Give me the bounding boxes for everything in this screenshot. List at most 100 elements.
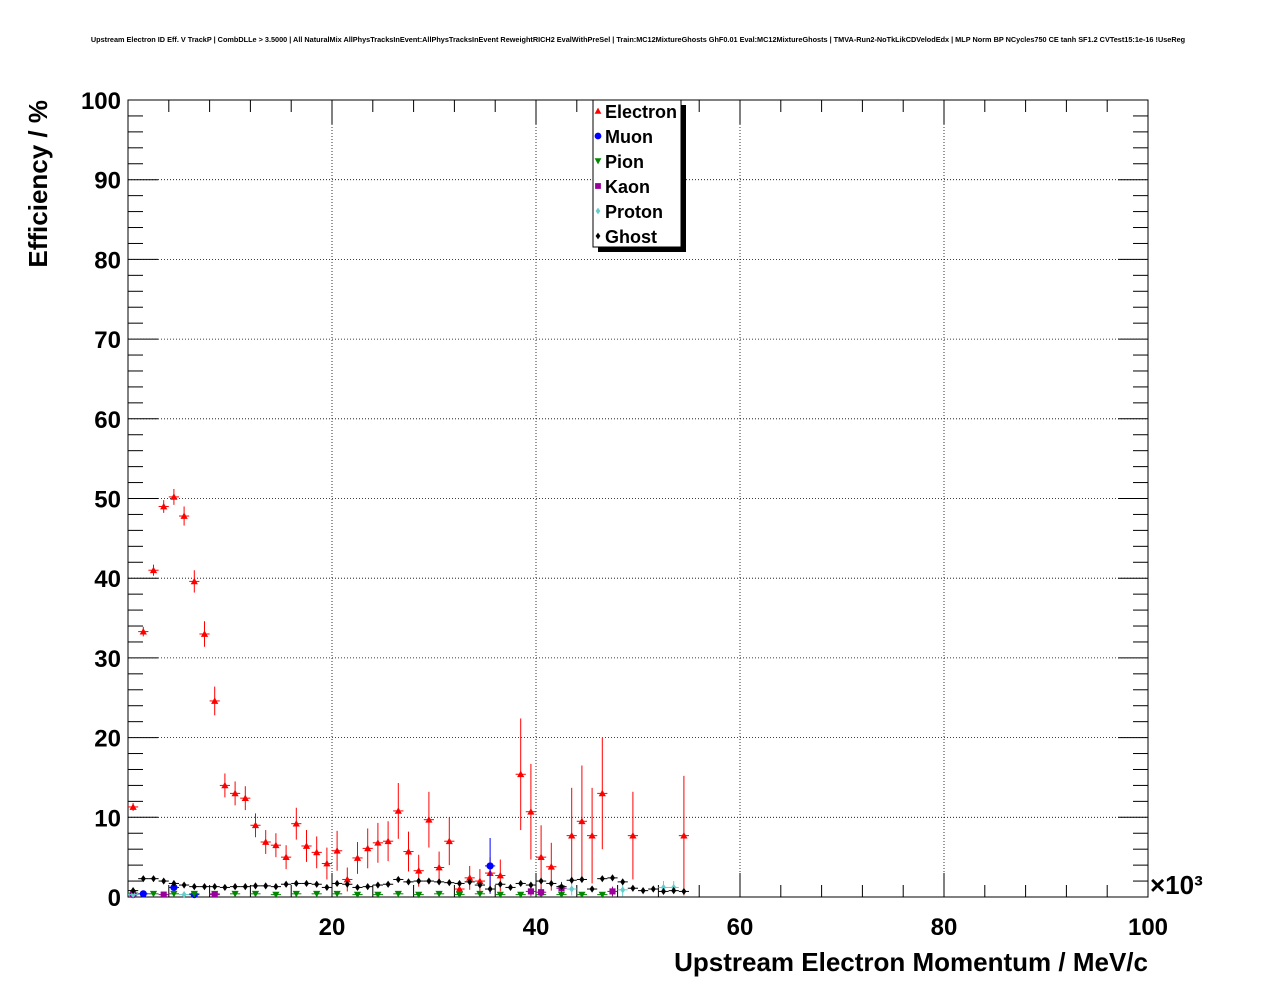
y-tick-label: 100 [81,88,121,115]
electron-point [343,875,351,883]
kaon-point [211,891,218,898]
electron-point [394,807,402,814]
ghost-point [558,883,565,891]
ghost-point [579,875,585,884]
ghost-point [334,879,340,888]
pion-point [251,890,260,898]
ghost-point [344,880,350,888]
ghost-point [324,883,330,892]
ghost-point [599,875,605,883]
electron-point [190,577,198,585]
ghost-point [620,878,626,886]
electron-point [139,627,147,635]
kaon-point [527,888,534,895]
pion-point [435,890,443,898]
ghost-point [222,883,228,892]
ghost-point [293,879,299,888]
electron-point [445,837,453,845]
electron-point [629,832,637,839]
legend-marker-electron [594,107,602,114]
muon-point [170,883,178,892]
ghost-point [650,885,656,893]
ghost-point [671,887,677,895]
electron-point [588,832,596,839]
tick-labels: 20 40 60 80 100 0 10 20 30 40 50 60 70 80 90 100 [81,88,1168,941]
ghost-point [171,879,177,888]
pion-point [272,891,280,899]
ghost-point [405,878,412,886]
electron-point [160,502,168,510]
electron-point [292,820,300,827]
electron-point [272,841,280,849]
legend-label-ghost: Ghost [605,227,657,247]
ghost-point [242,883,248,891]
electron-point [568,832,576,839]
ghost-point [303,879,310,888]
y-tick-label: 0 [108,885,121,912]
electron-point [364,844,372,852]
pion-point [415,891,423,899]
electron-point [527,808,535,815]
ghost-point [660,887,667,896]
electron-point [211,697,219,704]
muon-point [139,890,147,898]
proton-point [130,891,136,899]
ghost-point [354,883,361,892]
pion-point [313,890,321,898]
ghost-point [487,885,493,893]
ghost-series [128,874,689,896]
electron-point [435,863,443,871]
legend-label-pion: Pion [605,152,644,172]
ghost-point [569,876,575,884]
ghost-point [181,881,187,889]
ghost-point [548,879,554,888]
y-tick-label: 20 [94,726,121,753]
electron-point [200,630,209,637]
ghost-point [538,877,544,885]
ghost-point [212,883,218,891]
electron-point [680,832,688,839]
ghost-point [161,877,167,885]
electron-point [333,847,341,854]
electron-point [496,871,504,879]
kaon-point [609,888,616,895]
ghost-point [497,880,503,888]
legend-box [592,99,682,248]
legend-marker-kaon [595,183,601,189]
electron-point [313,848,321,856]
pion-point [517,891,525,899]
proton-point [620,886,626,894]
ghost-point [426,877,432,885]
ghost-point [416,877,422,885]
data-points [128,488,689,899]
ghost-point [589,885,595,893]
proton-point [660,883,667,892]
ghost-point [130,887,136,895]
ghost-point [201,883,208,891]
ghost-point [528,881,534,889]
electron-point [221,781,229,789]
electron-point [180,512,188,519]
ghost-point [640,887,646,895]
pion-point [149,890,158,898]
legend-label-proton: Proton [605,202,663,222]
ghost-point [395,875,401,884]
kaon-point [538,889,545,896]
ghost-point [365,883,371,891]
ghost-point [507,883,514,892]
pion-point [455,891,464,899]
legend-marker-ghost [595,232,601,240]
pion-point [496,891,504,899]
pion-point [190,890,198,898]
x-tick-label: 60 [727,914,754,941]
pion-point [476,890,484,898]
ghost-point [467,878,473,886]
electron-point [598,789,606,797]
electron-point [323,859,331,867]
electron-point [384,837,392,845]
electron-point [129,803,137,810]
pion-point [394,890,402,898]
legend-marker-proton [595,207,601,215]
electron-point [466,874,474,881]
